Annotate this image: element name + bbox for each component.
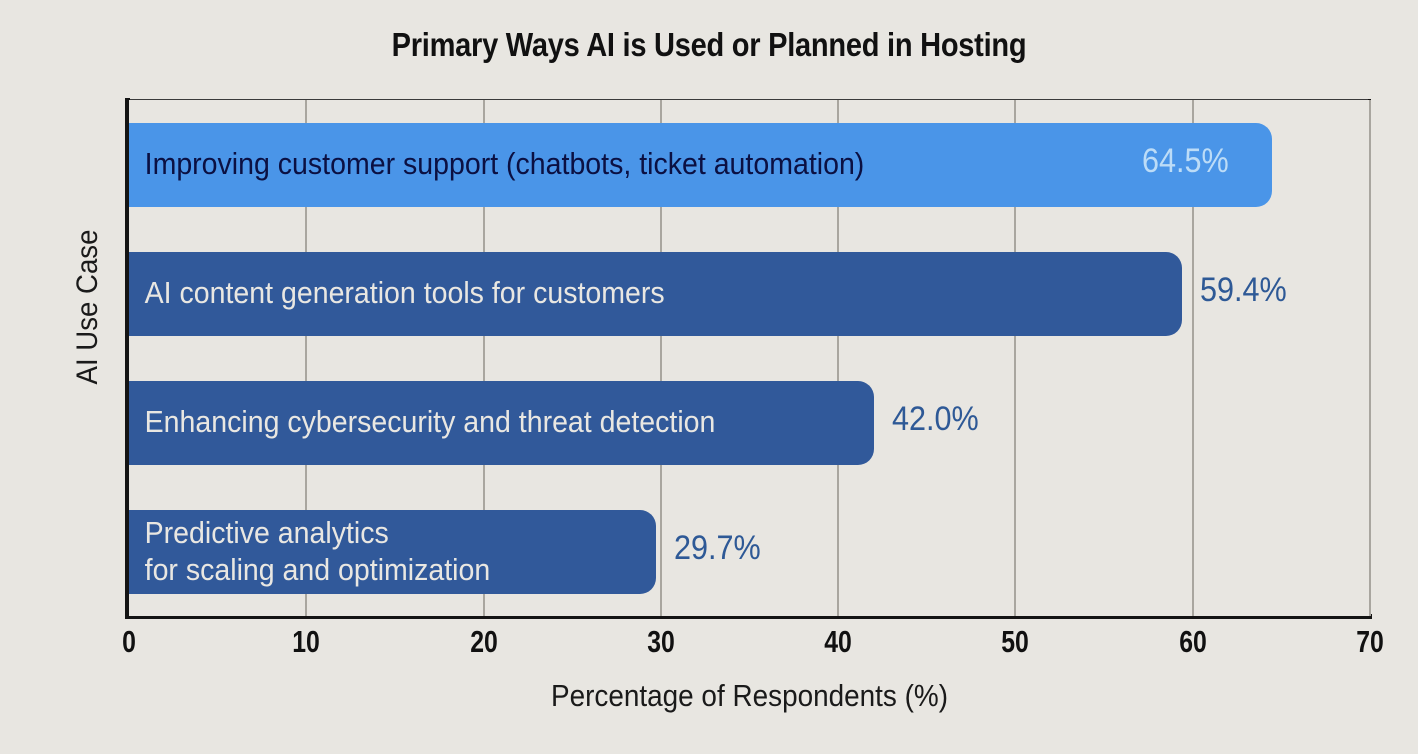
axis-spine-bottom <box>125 614 1372 619</box>
x-tick-label: 50 <box>1001 624 1030 659</box>
gridline <box>837 100 840 616</box>
y-axis-label: AI Use Case <box>71 229 104 385</box>
x-tick-label: 70 <box>1356 624 1384 659</box>
plot-area: Improving customer support (chatbots, ti… <box>129 100 1371 616</box>
x-tick-label: 20 <box>469 624 498 659</box>
gridline <box>1191 100 1194 616</box>
bar-value-label: 64.5% <box>1142 141 1230 180</box>
x-tick-label: 0 <box>122 624 136 659</box>
bar-category-label: Predictive analytics for scaling and opt… <box>144 514 491 587</box>
gridline <box>1369 100 1371 616</box>
gridline <box>659 100 662 616</box>
bar[interactable]: Enhancing cybersecurity and threat detec… <box>129 380 874 465</box>
bar-value-label: 29.7% <box>673 528 761 567</box>
bar-category-label: Improving customer support (chatbots, ti… <box>144 146 865 182</box>
x-tick-label: 40 <box>824 624 852 659</box>
x-tick-label: 30 <box>647 624 675 659</box>
gridline <box>305 100 308 616</box>
chart-title: Primary Ways AI is Used or Planned in Ho… <box>391 26 1027 63</box>
bar-category-label: AI content generation tools for customer… <box>144 275 665 311</box>
bar[interactable]: Predictive analytics for scaling and opt… <box>129 509 656 594</box>
gridline <box>1014 100 1017 616</box>
bar[interactable]: AI content generation tools for customer… <box>129 251 1183 336</box>
x-axis-label: Percentage of Respondents (%) <box>550 678 949 713</box>
bar-value-label: 59.4% <box>1200 270 1287 309</box>
bar-value-label: 42.0% <box>891 399 979 438</box>
axis-spine-left <box>125 98 130 619</box>
x-tick-label: 60 <box>1178 624 1207 659</box>
gridline <box>482 100 485 616</box>
x-tick-label: 10 <box>292 624 321 659</box>
bar-category-label: Enhancing cybersecurity and threat detec… <box>144 404 716 440</box>
bar[interactable]: Improving customer support (chatbots, ti… <box>129 122 1273 207</box>
